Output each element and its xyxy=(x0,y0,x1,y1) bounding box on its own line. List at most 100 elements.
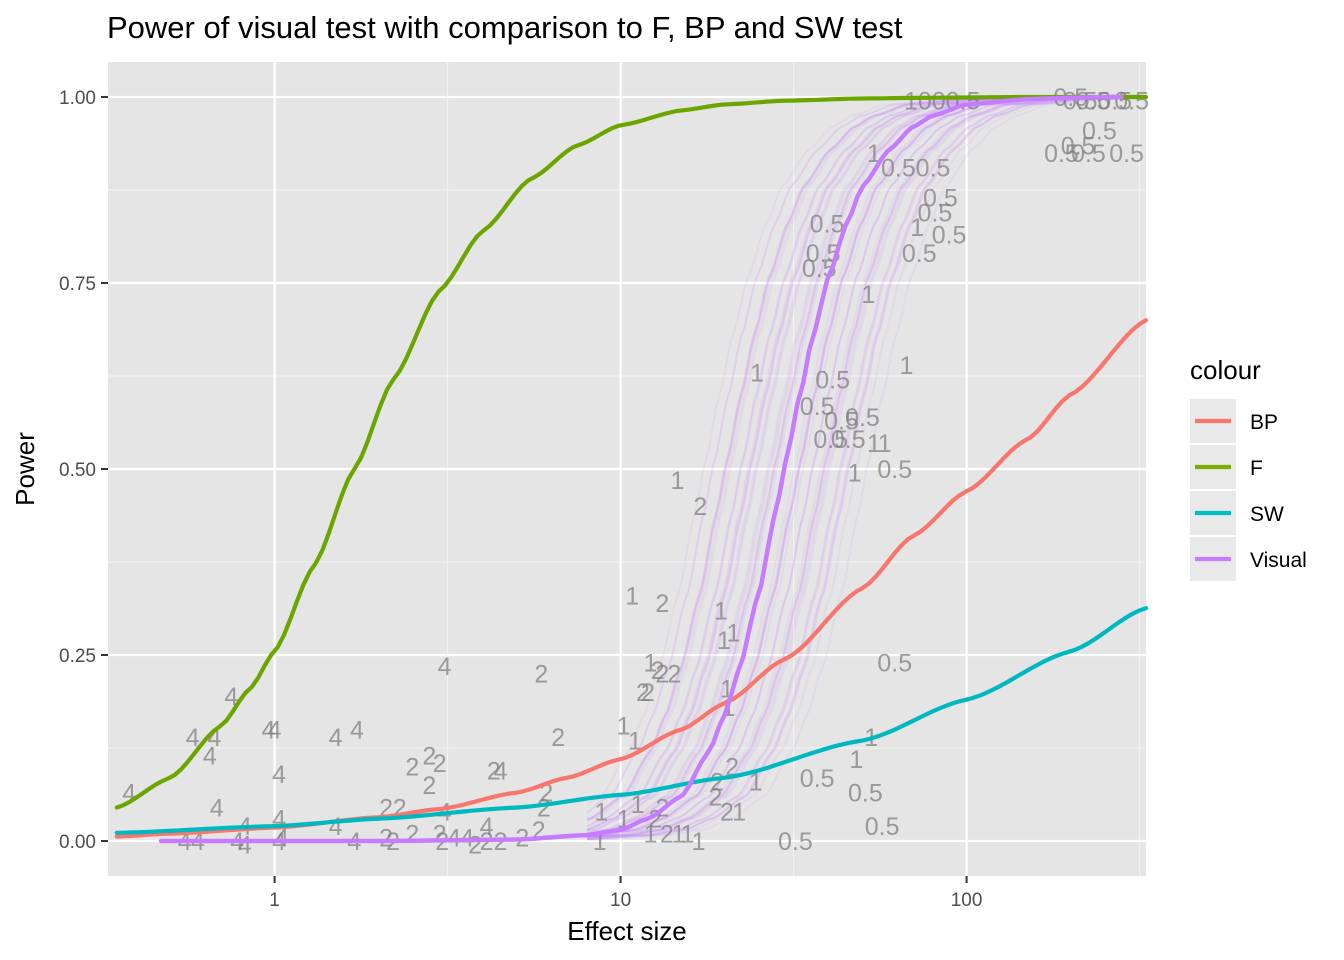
point-label: 2 xyxy=(494,828,508,856)
point-label: 0.5 xyxy=(831,426,866,454)
point-label: 0.5 xyxy=(918,199,953,227)
visual-series-line xyxy=(158,94,1124,844)
point-label: 2 xyxy=(693,493,707,521)
point-label: 0.5 xyxy=(1071,140,1106,168)
point-label: 2 xyxy=(480,828,494,856)
chart-title: Power of visual test with comparison to … xyxy=(107,10,903,45)
point-label: 1 xyxy=(848,460,862,488)
point-label: 1 xyxy=(849,746,863,774)
point-label: 0.5 xyxy=(848,780,883,808)
point-label: 2 xyxy=(655,590,669,618)
point-label: 2 xyxy=(641,679,655,707)
point-label: 0.5 xyxy=(881,155,916,183)
point-label: 2 xyxy=(720,798,734,826)
point-label: 0.5 xyxy=(932,222,967,250)
point-label: 2 xyxy=(636,679,650,707)
visual-simulation-line xyxy=(587,96,1147,840)
point-label: 1 xyxy=(727,620,741,648)
point-label: 2 xyxy=(710,769,724,797)
visual-simulation-line xyxy=(587,96,1146,840)
point-label: 0.5 xyxy=(810,210,845,238)
point-label: 2 xyxy=(405,821,419,849)
point-label: 4 xyxy=(268,716,282,744)
point-label: 1 xyxy=(680,821,694,849)
legend-title: colour xyxy=(1190,355,1261,385)
point-label: 4 xyxy=(203,742,217,770)
point-label: 0.5 xyxy=(1044,140,1079,168)
point-label: 1 xyxy=(644,649,658,677)
point-label: 1 xyxy=(594,798,608,826)
point-label: 4 xyxy=(238,832,252,860)
y-tick-label: 0.75 xyxy=(59,274,96,295)
series-lines xyxy=(114,94,1149,844)
point-label: 0.5 xyxy=(923,184,958,212)
point-label: 2 xyxy=(422,772,436,800)
point-label: 4 xyxy=(350,716,364,744)
point-label: 2 xyxy=(660,821,674,849)
legend-label: BP xyxy=(1250,411,1278,434)
point-label: 1 xyxy=(671,467,685,495)
point-label: 0.5 xyxy=(800,765,835,793)
point-label: 2 xyxy=(405,754,419,782)
point-label: 4 xyxy=(329,724,343,752)
legend-label: F xyxy=(1250,457,1263,480)
point-label: 4 xyxy=(210,795,224,823)
y-tick-label: 0.00 xyxy=(59,832,96,853)
point-label: 1 xyxy=(750,359,764,387)
point-label: 2 xyxy=(487,757,501,785)
point-label: 0.5 xyxy=(1109,140,1144,168)
x-axis-title: Effect size xyxy=(567,916,686,946)
visual-simulation-line xyxy=(587,96,1146,841)
point-label: 1 xyxy=(617,713,631,741)
point-label: 0.5 xyxy=(800,393,835,421)
visual-simulation-line xyxy=(587,96,1146,841)
sw-series-line xyxy=(114,606,1149,835)
point-label: 2 xyxy=(537,795,551,823)
point-label: 4 xyxy=(275,824,289,852)
visual-simulation-line xyxy=(587,96,1147,841)
point-label: 4 xyxy=(329,813,343,841)
point-label: 0.5 xyxy=(916,155,951,183)
point-label: 0.5 xyxy=(1097,88,1132,116)
point-label: 0.5 xyxy=(1076,88,1111,116)
point-label: 1 xyxy=(717,627,731,655)
y-tick-label: 0.25 xyxy=(59,646,96,667)
point-label: 2 xyxy=(422,742,436,770)
point-label: 1 xyxy=(878,430,892,458)
point-label: 1 xyxy=(732,798,746,826)
point-label: 4 xyxy=(262,716,276,744)
point-label: 1 xyxy=(672,821,686,849)
point-label: 0.5 xyxy=(824,408,859,436)
point-label: 1 xyxy=(628,728,642,756)
point-label: 4 xyxy=(438,653,452,681)
point-label: 1 xyxy=(714,597,728,625)
point-label: 2 xyxy=(379,824,393,852)
point-label: 0.5 xyxy=(902,240,937,268)
point-label: 0.5 xyxy=(877,456,912,484)
legend-label: Visual xyxy=(1250,549,1307,572)
point-label: 0.5 xyxy=(1114,88,1149,116)
visual-simulation-line xyxy=(587,96,1146,841)
legend-label: SW xyxy=(1250,503,1284,526)
point-label: 2 xyxy=(468,832,482,860)
point-label: 0.5 xyxy=(815,367,850,395)
point-label: 2 xyxy=(667,661,681,689)
point-label: 0.5 xyxy=(778,828,813,856)
point-label: 1 xyxy=(644,821,658,849)
point-label: 0.5 xyxy=(865,813,900,841)
x-tick-label: 10 xyxy=(610,890,631,911)
y-tick-label: 0.50 xyxy=(59,460,96,481)
point-label: 2 xyxy=(534,661,548,689)
point-label: 1 xyxy=(910,214,924,242)
point-label: 1 xyxy=(899,352,913,380)
y-tick-label: 1.00 xyxy=(59,88,96,109)
x-axis: 1 10 100 xyxy=(269,876,982,911)
point-label: 4 xyxy=(272,761,286,789)
point-label: 1 xyxy=(631,791,645,819)
visual-simulation-line xyxy=(587,96,1146,841)
point-label: 0.5 xyxy=(813,426,848,454)
y-axis-title: Power xyxy=(10,432,40,506)
point-label: 2 xyxy=(708,783,722,811)
visual-simulation-line xyxy=(587,96,1146,841)
